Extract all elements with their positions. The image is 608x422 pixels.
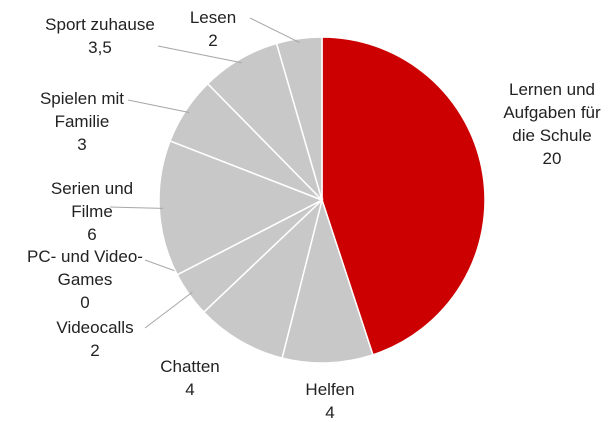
data-label: Helfen 4 [280, 378, 380, 422]
value-label: 4 [325, 403, 335, 422]
pie-slice [321, 36, 486, 356]
data-label: Lernen und Aufgaben für die Schule 20 [492, 78, 608, 170]
category-label: Spielen mit Familie [39, 89, 125, 131]
category-label: Sport zuhause [45, 15, 155, 34]
category-label: PC- und Video-Games [27, 247, 143, 289]
category-label: Lernen und Aufgaben für die Schule [503, 80, 601, 145]
value-label: 20 [542, 149, 562, 168]
value-label: 4 [185, 380, 195, 399]
value-label: 3,5 [88, 38, 112, 57]
data-label: Lesen 2 [173, 6, 253, 52]
leader-line [249, 17, 300, 44]
leader-line [157, 45, 242, 64]
category-label: Lesen [189, 8, 237, 27]
data-label: Serien und Filme 6 [32, 177, 152, 246]
category-label: Serien und Filme [50, 179, 134, 221]
pie-slice [275, 36, 323, 201]
value-label: 6 [87, 225, 97, 244]
leader-line [144, 291, 193, 329]
pie-slice [202, 197, 324, 359]
pie-slice [281, 197, 374, 364]
data-label: Sport zuhause 3,5 [25, 13, 175, 59]
category-label: Videocalls [56, 318, 134, 337]
category-label: Chatten [160, 357, 220, 376]
value-label: 0 [80, 293, 90, 312]
value-label: 2 [208, 31, 218, 50]
data-label: Spielen mit Familie 3 [17, 87, 147, 156]
value-label: 2 [90, 341, 100, 360]
data-label: PC- und Video-Games 0 [5, 245, 165, 314]
data-label: Chatten 4 [140, 355, 240, 401]
leader-line [127, 99, 190, 114]
data-label: Videocalls 2 [45, 316, 145, 362]
leader-line [109, 206, 164, 209]
category-label: Helfen [305, 380, 355, 399]
value-label: 3 [77, 135, 87, 154]
